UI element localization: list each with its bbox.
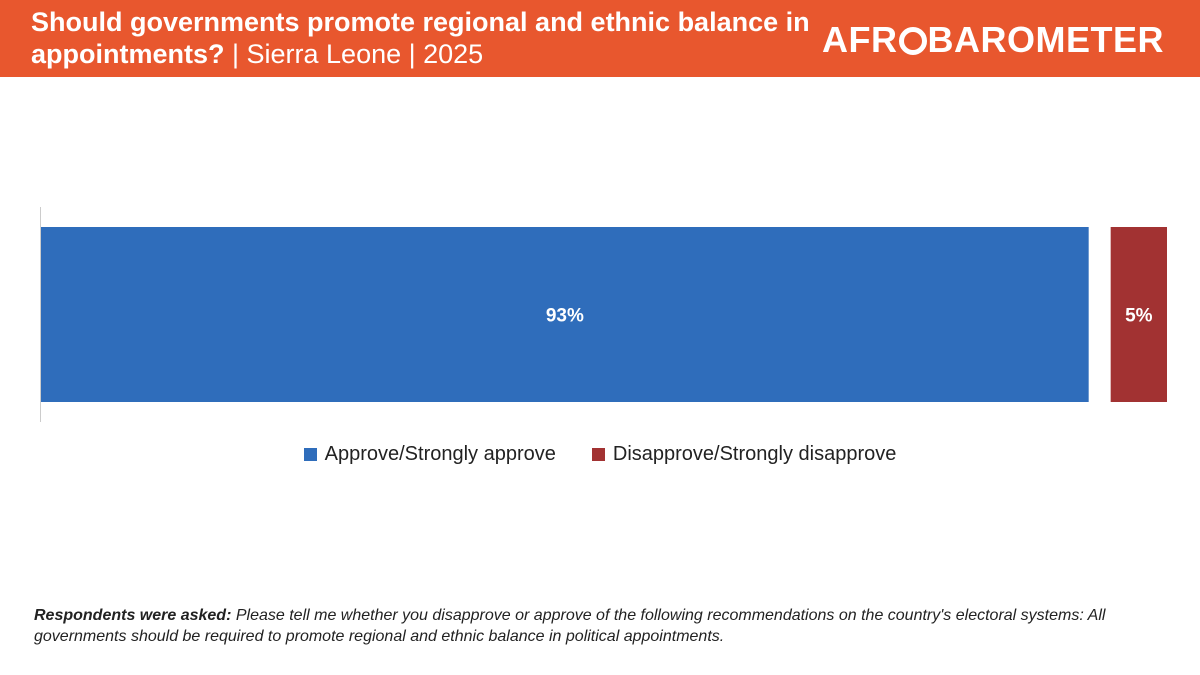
chart-title: Should governments promote regional and …: [31, 6, 811, 70]
legend-label-disapprove: Disapprove/Strongly disapprove: [613, 443, 897, 466]
globe-icon: [899, 27, 927, 55]
bar-chart: 93% 5%: [0, 77, 1200, 437]
logo-text-left: AFR: [822, 19, 898, 60]
header-banner: Should governments promote regional and …: [0, 0, 1200, 77]
legend-label-approve: Approve/Strongly approve: [325, 443, 556, 466]
legend-item-approve: Approve/Strongly approve: [304, 443, 556, 466]
footnote-lead: Respondents were asked:: [34, 607, 231, 624]
legend-swatch-disapprove: [592, 448, 605, 461]
logo-text-right: BAROMETER: [928, 19, 1165, 60]
legend-swatch-approve: [304, 448, 317, 461]
afrobarometer-logo: AFR BAROMETER: [822, 18, 1164, 62]
footnote: Respondents were asked: Please tell me w…: [34, 605, 1184, 647]
legend-item-disapprove: Disapprove/Strongly disapprove: [592, 443, 897, 466]
data-label-disapprove: 5%: [1125, 306, 1153, 327]
title-subtitle: | Sierra Leone | 2025: [225, 39, 484, 69]
data-label-approve: 93%: [546, 306, 584, 327]
legend: Approve/Strongly approve Disapprove/Stro…: [0, 443, 1200, 466]
